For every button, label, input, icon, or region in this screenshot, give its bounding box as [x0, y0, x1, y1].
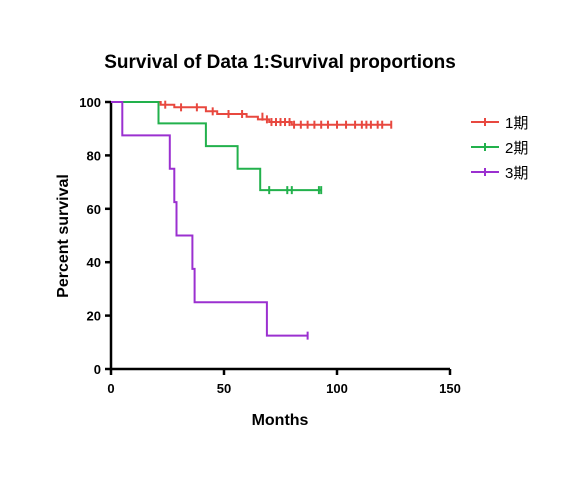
series-layer	[111, 100, 393, 340]
legend-item: 3期	[471, 165, 528, 182]
legend-item: 2期	[471, 140, 528, 157]
x-tick-label: 100	[326, 381, 348, 396]
legend-label: 3期	[505, 165, 528, 182]
legend: 1期 2期 3期	[471, 115, 528, 182]
y-tick-label: 40	[87, 255, 101, 270]
legend-label: 2期	[505, 140, 528, 157]
series-1	[111, 100, 393, 129]
series-2	[111, 101, 323, 195]
legend-label: 1期	[505, 115, 528, 132]
x-axis-label: Months	[252, 412, 309, 429]
x-tick-label: 150	[439, 381, 461, 396]
y-tick-label: 20	[87, 309, 101, 324]
survival-line	[111, 101, 322, 192]
y-axis-label: Percent survival	[55, 174, 72, 298]
y-tick-label: 80	[87, 148, 101, 163]
survival-line	[111, 101, 308, 337]
axes: 0 50 100 150 0 20 40 60 80 100	[79, 95, 461, 396]
legend-item: 1期	[471, 115, 528, 132]
series-3	[111, 101, 309, 340]
y-tick-label: 60	[87, 202, 101, 217]
survival-line	[111, 101, 392, 126]
y-tick-label: 0	[94, 362, 101, 377]
x-tick-label: 0	[107, 381, 114, 396]
chart-title: Survival of Data 1:Survival proportions	[104, 52, 456, 73]
x-tick-label: 50	[217, 381, 231, 396]
y-tick-label: 100	[79, 95, 101, 110]
